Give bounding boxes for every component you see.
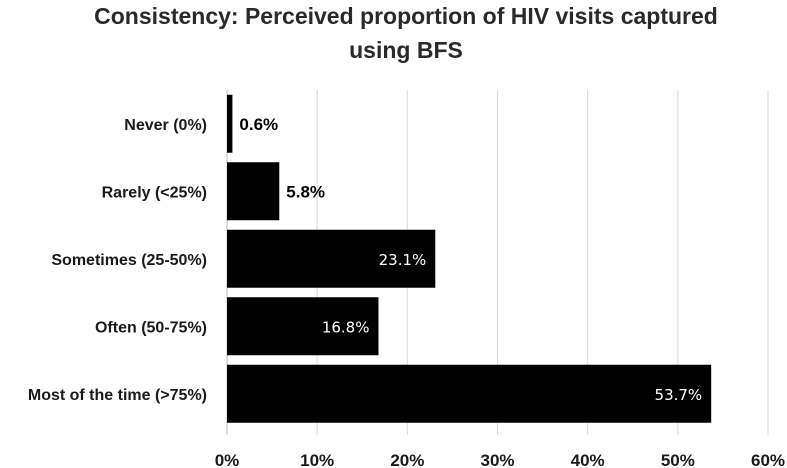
labels: 0% 10% 20% 30% 40% 50% 60% Never (0%) 0.6% Rarely… [28,115,785,468]
chart-title-line-1: Consistency: Perceived proportion of HIV… [94,3,718,29]
x-tick-label: 60% [751,451,785,468]
x-tick-label: 20% [390,451,424,468]
bar [227,229,436,288]
x-tick-label: 50% [661,451,695,468]
bar [227,162,280,221]
bar [227,364,712,423]
bars [227,94,712,423]
bar [227,297,379,356]
data-label: 5.8% [286,182,325,201]
data-label: 23.1% [379,251,427,269]
x-tick-label: 30% [480,451,514,468]
x-tick-label: 10% [300,451,334,468]
data-label: 16.8% [322,318,370,336]
x-tick-label: 0% [215,451,240,468]
chart-title-line-2: using BFS [349,37,463,63]
y-category-label: Most of the time (>75%) [28,387,207,404]
bar [227,94,233,153]
data-label: 53.7% [655,386,703,404]
data-label: 0.6% [239,115,278,134]
y-category-label: Sometimes (25-50%) [51,252,207,269]
y-category-label: Never (0%) [124,117,207,134]
y-category-label: Rarely (<25%) [102,184,207,201]
y-category-label: Often (50-75%) [95,319,207,336]
x-tick-label: 40% [571,451,605,468]
